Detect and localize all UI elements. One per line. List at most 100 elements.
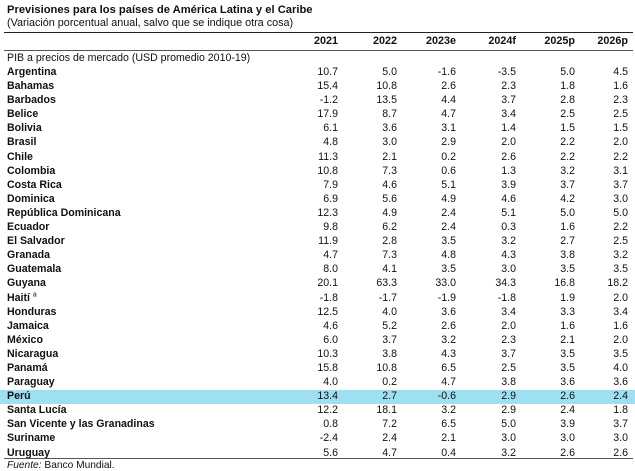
table-row: Perú 13.4 2.7 -0.6 2.9 2.6 2.4 — [0, 390, 635, 405]
value-cell: 2.9 — [441, 136, 456, 149]
value-cell: 3.7 — [613, 418, 628, 431]
value-cell: 1.6 — [613, 319, 628, 332]
source-text: Banco Mundial. — [41, 460, 115, 471]
value-cell: 2.0 — [613, 333, 628, 346]
table-row: República Dominicana 12.3 4.9 2.4 5.1 5.0 5.0 — [0, 207, 635, 221]
value-cell: 1.9 — [560, 291, 575, 304]
value-cell: 1.3 — [501, 164, 516, 177]
column-header-row: 2021 2022 2023e 2024f 2025p 2026p — [0, 35, 635, 49]
value-cell: 3.8 — [560, 249, 575, 262]
value-cell: 18.1 — [376, 404, 397, 417]
table-row: Uruguay 5.6 4.7 0.4 3.2 2.6 2.6 — [0, 447, 635, 461]
value-cell: 2.0 — [613, 291, 628, 304]
value-cell: 5.1 — [441, 178, 456, 191]
value-cell: 63.3 — [376, 277, 397, 290]
value-cell: 2.3 — [501, 80, 516, 93]
value-cell: 3.2 — [560, 164, 575, 177]
value-cell: 2.0 — [501, 319, 516, 332]
value-cell: 3.4 — [501, 108, 516, 121]
value-cell: 2.2 — [613, 150, 628, 163]
country-name: Uruguay — [7, 447, 50, 459]
table-row: Honduras 12.5 4.0 3.6 3.4 3.3 3.4 — [0, 306, 635, 320]
value-cell: 3.8 — [382, 347, 397, 360]
value-cell: -1.8 — [319, 291, 338, 304]
country-name: Colombia — [7, 165, 55, 177]
value-cell: 34.3 — [495, 277, 516, 290]
table-row: Guatemala 8.0 4.1 3.5 3.0 3.5 3.5 — [0, 263, 635, 277]
value-cell: 6.2 — [382, 221, 397, 234]
value-cell: 0.6 — [441, 164, 456, 177]
country-label: Suriname — [7, 432, 56, 445]
column-header: 2025p — [544, 35, 575, 47]
table-body: Argentina 10.7 5.0 -1.6 -3.5 5.0 4.5 Bahamas 15.… — [0, 66, 635, 461]
country-label: Uruguay — [7, 446, 50, 459]
value-cell: 3.2 — [501, 446, 516, 459]
value-cell: 2.6 — [441, 319, 456, 332]
value-cell: 3.7 — [613, 178, 628, 191]
country-name: San Vicente y las Granadinas — [7, 418, 155, 430]
country-label: México — [7, 333, 43, 346]
value-cell: 2.6 — [501, 150, 516, 163]
value-cell: 15.4 — [317, 80, 338, 93]
country-label: Santa Lucía — [7, 404, 67, 417]
value-cell: 3.2 — [613, 249, 628, 262]
value-cell: 2.4 — [613, 390, 628, 403]
country-name: México — [7, 334, 43, 346]
value-cell: 3.5 — [613, 263, 628, 276]
value-cell: 18.2 — [607, 277, 628, 290]
country-name: Honduras — [7, 306, 56, 318]
value-cell: 6.5 — [441, 361, 456, 374]
country-name: Panamá — [7, 362, 48, 374]
value-cell: 2.6 — [560, 390, 575, 403]
table-row: Panamá 15.8 10.8 6.5 2.5 3.5 4.0 — [0, 362, 635, 376]
country-label: Colombia — [7, 164, 56, 177]
country-name: Guatemala — [7, 263, 61, 275]
country-name: Dominica — [7, 193, 55, 205]
country-name: Bolivia — [7, 122, 42, 134]
table-row: Haití a -1.8 -1.7 -1.9 -1.8 1.9 2.0 — [0, 291, 635, 306]
value-cell: 3.5 — [560, 263, 575, 276]
value-cell: 3.5 — [441, 235, 456, 248]
value-cell: 3.5 — [613, 347, 628, 360]
country-name: Paraguay — [7, 376, 55, 388]
country-label: Perú — [7, 390, 31, 403]
value-cell: 3.6 — [382, 122, 397, 135]
value-cell: 2.5 — [613, 108, 628, 121]
country-name: Suriname — [7, 432, 55, 444]
table-row: Bahamas 15.4 10.8 2.6 2.3 1.8 1.6 — [0, 80, 635, 94]
country-name: Ecuador — [7, 221, 49, 233]
table-row: Chile 11.3 2.1 0.2 2.6 2.2 2.2 — [0, 151, 635, 165]
value-cell: 3.7 — [501, 94, 516, 107]
value-cell: 3.6 — [441, 305, 456, 318]
table-row: El Salvador 11.9 2.8 3.5 3.2 2.7 2.5 — [0, 235, 635, 249]
country-name: Perú — [7, 390, 31, 402]
value-cell: -1.9 — [437, 291, 456, 304]
table-row: Santa Lucía 12.2 18.1 3.2 2.9 2.4 1.8 — [0, 404, 635, 418]
column-header: 2021 — [313, 35, 338, 47]
value-cell: 12.5 — [317, 305, 338, 318]
value-cell: 2.4 — [441, 221, 456, 234]
value-cell: 4.7 — [441, 108, 456, 121]
value-cell: 3.0 — [382, 136, 397, 149]
value-cell: 2.8 — [560, 94, 575, 107]
value-cell: 1.8 — [613, 404, 628, 417]
value-cell: 5.0 — [613, 206, 628, 219]
value-cell: 12.3 — [317, 206, 338, 219]
value-cell: 1.5 — [560, 122, 575, 135]
value-cell: 6.1 — [323, 122, 338, 135]
value-cell: -1.6 — [437, 66, 456, 78]
country-label: Paraguay — [7, 376, 55, 389]
value-cell: 5.1 — [501, 206, 516, 219]
value-cell: 3.2 — [441, 404, 456, 417]
value-cell: 2.9 — [501, 390, 516, 403]
value-cell: 3.2 — [501, 235, 516, 248]
value-cell: 2.2 — [560, 136, 575, 149]
country-name: Nicaragua — [7, 348, 58, 360]
value-cell: 2.0 — [613, 136, 628, 149]
country-label: San Vicente y las Granadinas — [7, 418, 155, 431]
country-label: Bolivia — [7, 122, 42, 135]
value-cell: 3.0 — [501, 263, 516, 276]
country-name: Costa Rica — [7, 179, 62, 191]
value-cell: 4.6 — [382, 178, 397, 191]
country-label: Panamá — [7, 361, 48, 374]
